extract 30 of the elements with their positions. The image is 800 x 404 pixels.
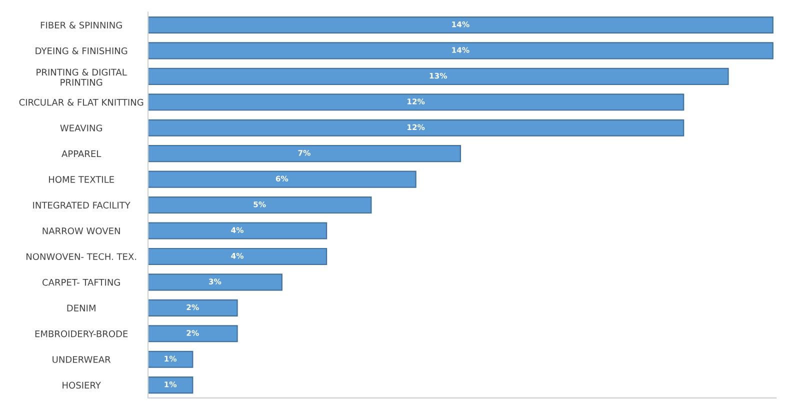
y-tick-label: EMBROIDERY-BRODE bbox=[35, 330, 128, 338]
bar bbox=[148, 170, 416, 188]
y-tick-label: NARROW WOVEN bbox=[42, 227, 120, 234]
y-tick-label: CIRCULAR & FLAT KNITTING bbox=[19, 98, 144, 106]
y-tick-label: CARPET- TAFTING bbox=[42, 278, 120, 286]
y-tick-label: HOSIERY bbox=[62, 382, 101, 389]
bar bbox=[148, 222, 328, 240]
bar bbox=[148, 196, 372, 214]
y-tick-label: UNDERWEAR bbox=[52, 356, 111, 363]
y-tick-label: PRINTING & DIGITAL PRINTING bbox=[36, 68, 127, 86]
y-tick-label: INTEGRATED FACILITY bbox=[33, 202, 130, 209]
bar bbox=[148, 94, 684, 111]
bar bbox=[148, 350, 194, 368]
bar bbox=[148, 16, 774, 34]
bar bbox=[148, 299, 238, 316]
y-tick-label: DENIM bbox=[67, 304, 96, 312]
bar bbox=[148, 42, 774, 60]
y-tick-label: NONWOVEN- TECH. TEX. bbox=[26, 253, 136, 260]
bar bbox=[148, 119, 684, 136]
y-tick-label: DYEING & FINISHING bbox=[36, 47, 128, 54]
bar bbox=[148, 68, 729, 85]
y-tick-label: FIBER & SPINNING bbox=[40, 22, 122, 29]
bar bbox=[148, 274, 282, 291]
bar bbox=[148, 145, 461, 162]
bar bbox=[148, 376, 194, 394]
bar bbox=[148, 325, 238, 342]
y-tick-label: HOME TEXTILE bbox=[49, 176, 114, 183]
bar bbox=[148, 248, 328, 265]
y-tick-label: APPAREL bbox=[62, 150, 102, 158]
y-tick-label: WEAVING bbox=[60, 124, 102, 132]
